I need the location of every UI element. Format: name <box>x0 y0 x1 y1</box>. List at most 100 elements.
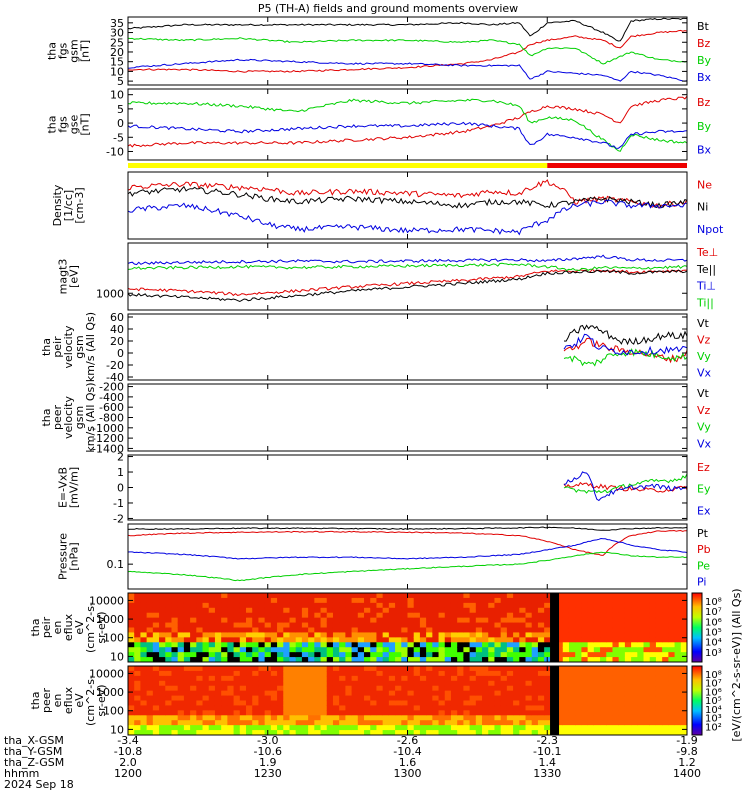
spectrogram-cell <box>581 695 589 702</box>
spectrogram-cell <box>568 642 576 648</box>
spectrogram-cell <box>600 642 607 648</box>
spectrogram-cell <box>357 685 365 692</box>
spectrogram-cell <box>649 602 657 609</box>
spectrogram-cell <box>482 652 489 658</box>
spectrogram-cell <box>469 597 477 604</box>
spectrogram-cell <box>506 627 514 634</box>
spectrogram-cell <box>326 675 334 682</box>
spectrogram-cell <box>432 612 440 619</box>
spectrogram-cell <box>413 637 421 643</box>
spectrogram-cell <box>413 597 421 604</box>
spectrogram-cell <box>556 705 564 711</box>
spectrogram-cell <box>388 720 396 726</box>
spectrogram-cell <box>332 675 340 682</box>
spectrogram-cell <box>227 705 235 711</box>
spectrogram-cell <box>196 622 204 629</box>
spectrogram-cell <box>624 680 632 687</box>
spectrogram-cell <box>171 730 179 735</box>
spectrogram-cell <box>165 685 173 692</box>
spectrogram-cell <box>401 622 409 629</box>
spectrogram-cell <box>146 602 154 609</box>
spectrogram-cell <box>252 617 260 624</box>
spectrogram-cell <box>258 593 266 599</box>
spectrogram-cell <box>581 685 589 692</box>
spectrogram-cell <box>332 593 340 599</box>
x-axis-row-label: tha_Z-GSM <box>4 756 64 769</box>
spectrogram-cell <box>562 705 570 711</box>
spectrogram-cell <box>494 666 502 672</box>
spectrogram-cell <box>531 622 539 629</box>
spectrogram-cell <box>637 632 645 638</box>
spectrogram-cell <box>357 642 365 648</box>
spectrogram-cell <box>227 670 235 677</box>
spectrogram-cell <box>370 725 378 731</box>
spectrogram-cell <box>401 607 409 614</box>
spectrogram-cell <box>382 725 390 731</box>
spectrogram-cell <box>196 647 204 653</box>
spectrogram-cell <box>482 710 489 716</box>
y-axis-label-line: [eV] <box>68 265 81 288</box>
spectrogram-cell <box>525 642 533 648</box>
spectrogram-cell <box>444 666 452 672</box>
spectrogram-cell <box>289 593 297 599</box>
spectrogram-cell <box>438 730 446 735</box>
spectrogram-cell <box>494 647 502 653</box>
spectrogram-cell <box>221 617 228 624</box>
spectrogram-cell <box>537 642 545 648</box>
spectrogram-cell <box>190 710 197 716</box>
spectrogram-cell <box>320 602 328 609</box>
spectrogram-cell <box>140 657 148 662</box>
spectrogram-cell <box>202 705 210 711</box>
spectrogram-cell <box>208 715 216 721</box>
spectrogram-cell <box>482 617 489 624</box>
y-axis-label-line: tha <box>40 338 53 356</box>
spectrogram-cell <box>345 680 353 687</box>
spectrogram-cell <box>475 685 483 692</box>
y-tick-label: 0 <box>117 117 124 130</box>
spectrogram-cell <box>575 593 583 599</box>
spectrogram-cell <box>270 657 278 662</box>
spectrogram-cell <box>252 680 260 687</box>
spectrogram-cell <box>612 642 620 648</box>
spectrogram-cell <box>513 715 520 721</box>
spectrogram-cell <box>376 632 384 638</box>
spectrogram-cell <box>488 632 496 638</box>
spectrogram-cell <box>593 607 601 614</box>
spectrogram-cell <box>531 597 539 604</box>
spectrogram-cell <box>600 622 607 629</box>
spectrogram-cell <box>252 652 260 658</box>
spectrogram-cell <box>196 685 204 692</box>
spectrogram-cell <box>246 675 253 682</box>
spectrogram-cell <box>314 627 322 634</box>
spectrogram-cell <box>469 612 477 619</box>
spectrogram-cell <box>395 720 402 726</box>
spectrogram-cell <box>382 666 390 672</box>
spectrogram-cell <box>544 700 551 707</box>
spectrogram-cell <box>314 593 322 599</box>
spectrogram-cell <box>531 730 539 735</box>
spectrogram-cell <box>593 657 601 662</box>
spectrogram-cell <box>221 642 228 648</box>
spectrogram-cell <box>128 690 135 697</box>
spectrogram-cell <box>146 597 154 604</box>
spectrogram-cell <box>388 607 396 614</box>
spectrogram-cell <box>345 627 353 634</box>
spectrogram-cell <box>457 675 464 682</box>
spectrogram-cell <box>525 666 533 672</box>
spectrogram-cell <box>283 607 291 614</box>
spectrogram-cell <box>128 725 135 731</box>
spectrogram-cell <box>339 695 346 702</box>
spectrogram-cell <box>500 710 508 716</box>
spectrogram-cell <box>252 675 260 682</box>
spectrogram-cell <box>662 637 669 643</box>
spectrogram-cell <box>208 690 216 697</box>
spectrogram-cell <box>165 637 173 643</box>
spectrogram-cell <box>506 652 514 658</box>
spectrogram-cell <box>668 730 676 735</box>
spectrogram-cell <box>351 715 359 721</box>
spectrogram-cell <box>593 725 601 731</box>
spectrogram-cell <box>196 612 204 619</box>
spectrogram-cell <box>506 642 514 648</box>
spectrogram-cell <box>519 670 527 677</box>
